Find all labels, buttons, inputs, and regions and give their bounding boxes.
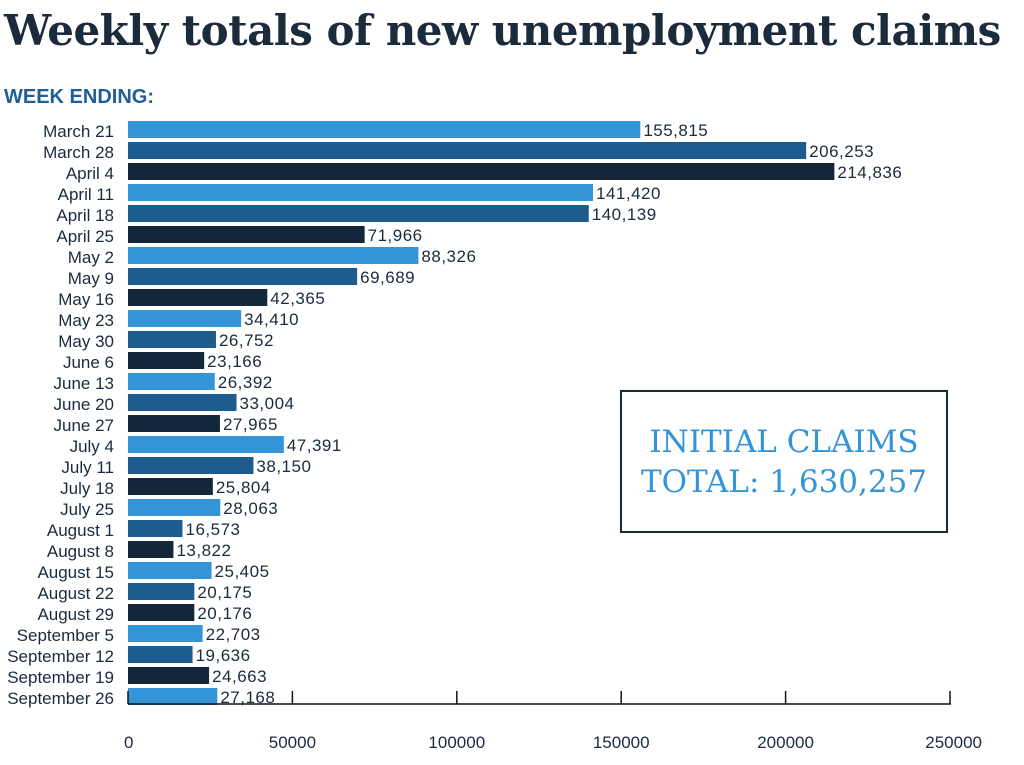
category-label: April 25 [56,227,114,246]
bar-september-5 [128,625,203,642]
bar-september-26 [128,688,218,705]
bar-may-16 [128,289,268,306]
bar-may-30 [128,331,216,348]
category-label: July 25 [60,500,114,519]
bar-july-11 [128,457,254,474]
bar-august-22 [128,583,195,600]
bar-june-27 [128,415,220,432]
bar-value-label: 24,663 [212,667,267,686]
category-label: April 18 [56,206,114,225]
x-tick-label: 250000 [925,733,982,752]
bar-value-label: 25,804 [216,478,271,497]
category-label: April 4 [66,164,114,183]
category-label: August 8 [47,542,114,561]
bar-value-label: 47,391 [287,436,342,455]
bar-value-label: 34,410 [244,310,299,329]
bar-value-label: 26,752 [219,331,274,350]
category-label: April 11 [58,185,114,204]
category-label: June 6 [63,353,114,372]
category-label: May 9 [68,269,114,288]
x-tick-label: 150000 [593,733,650,752]
bar-september-19 [128,667,210,684]
category-label: June 20 [54,395,115,414]
bar-august-29 [128,604,195,621]
category-label: September 26 [7,689,114,708]
bar-may-2 [128,247,419,264]
bar-value-label: 206,253 [809,142,874,161]
bar-value-label: 20,176 [197,604,252,623]
category-label: July 18 [60,479,114,498]
total-box-label: INITIAL CLAIMS [649,423,919,460]
bar-june-20 [128,394,237,411]
bar-september-12 [128,646,193,663]
category-label: August 29 [37,605,114,624]
x-tick-label: 200000 [757,733,814,752]
category-label: September 19 [7,668,114,687]
bar-july-18 [128,478,213,495]
category-label: July 11 [61,458,114,477]
bar-march-21 [128,121,641,138]
bar-value-label: 71,966 [368,226,423,245]
bar-value-label: 214,836 [837,163,902,182]
category-label: March 21 [43,122,114,141]
bar-august-8 [128,541,174,558]
bar-june-6 [128,352,205,369]
bar-value-label: 25,405 [215,562,270,581]
bar-april-4 [128,163,835,180]
x-tick-label: 100000 [428,733,485,752]
bar-value-label: 88,326 [421,247,476,266]
bar-august-15 [128,562,212,579]
initial-claims-total-box: INITIAL CLAIMS TOTAL: 1,630,257 [620,390,948,533]
bar-value-label: 42,365 [270,289,325,308]
bar-value-label: 16,573 [185,520,240,539]
category-label: August 15 [37,563,114,582]
chart-title: Weekly totals of new unemployment claims [4,6,1001,55]
total-box-value: TOTAL: 1,630,257 [640,463,928,500]
bar-june-13 [128,373,215,390]
bar-value-label: 155,815 [643,121,708,140]
category-label: May 23 [58,311,114,330]
bar-march-28 [128,142,807,159]
category-label: May 30 [58,332,114,351]
bar-may-23 [128,310,242,327]
category-label: September 5 [17,626,114,645]
category-label: July 4 [70,437,114,456]
x-tick-label: 0 [124,733,133,752]
bar-value-label: 26,392 [218,373,273,392]
category-label: August 22 [37,584,114,603]
bar-value-label: 28,063 [223,499,278,518]
bar-value-label: 33,004 [240,394,295,413]
category-label: May 2 [68,248,114,267]
category-label: March 28 [43,143,114,162]
bar-april-11 [128,184,593,201]
bar-july-25 [128,499,221,516]
bar-april-25 [128,226,365,243]
x-tick-label: 50000 [269,733,316,752]
category-label: June 27 [54,416,115,435]
category-label: June 13 [54,374,115,393]
bar-value-label: 13,822 [176,541,231,560]
bar-value-label: 27,965 [223,415,278,434]
category-label: September 12 [7,647,114,666]
bar-value-label: 140,139 [592,205,657,224]
axis-label-week-ending: WEEK ENDING: [4,86,154,108]
bar-value-label: 38,150 [256,457,311,476]
bar-value-label: 22,703 [206,625,261,644]
bar-may-9 [128,268,358,285]
category-label: August 1 [47,521,114,540]
bar-value-label: 27,168 [220,688,275,707]
category-label: May 16 [58,290,114,309]
bar-value-label: 69,689 [360,268,415,287]
bar-value-label: 23,166 [207,352,262,371]
bar-value-label: 19,636 [196,646,251,665]
bar-july-4 [128,436,284,453]
bar-august-1 [128,520,183,537]
bar-value-label: 20,175 [197,583,252,602]
bar-april-18 [128,205,589,222]
bar-value-label: 141,420 [596,184,661,203]
